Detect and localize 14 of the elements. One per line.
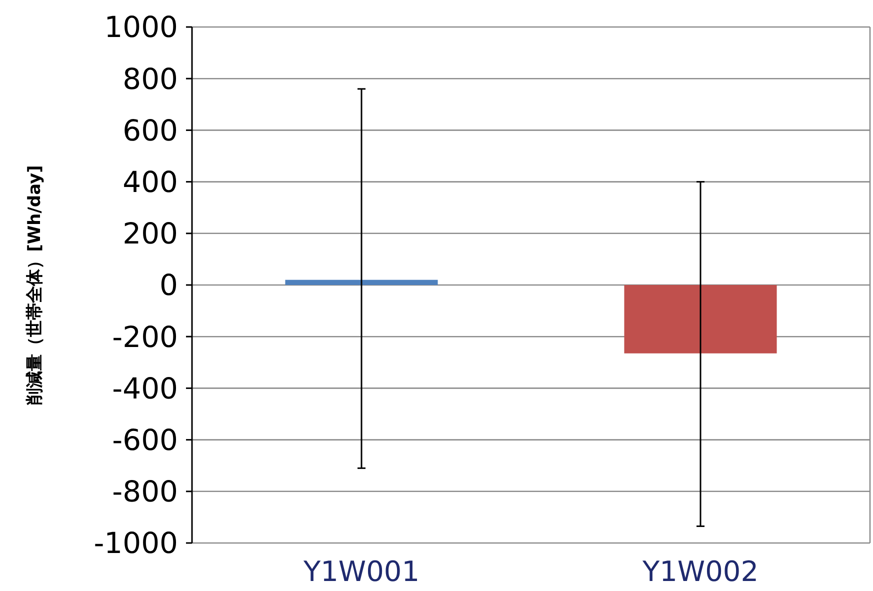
y-tick-label: 400 bbox=[122, 164, 178, 199]
y-tick-label: 200 bbox=[122, 216, 178, 251]
y-tick-label: -600 bbox=[112, 422, 178, 457]
y-tick-label: -200 bbox=[112, 320, 178, 354]
x-tick-label: Y1W001 bbox=[302, 555, 420, 588]
y-tick-label: -1000 bbox=[94, 526, 178, 560]
y-axis-title: 削減量（世帯全体）[Wh/day] bbox=[25, 165, 45, 406]
y-tick-label: 600 bbox=[122, 113, 178, 148]
x-tick-label: Y1W002 bbox=[641, 555, 759, 588]
y-tick-label: -400 bbox=[112, 371, 178, 406]
y-tick-label: -800 bbox=[112, 474, 178, 509]
y-tick-label: 0 bbox=[160, 268, 178, 302]
y-tick-label: 800 bbox=[122, 62, 178, 96]
y-tick-label: 1000 bbox=[104, 10, 178, 44]
